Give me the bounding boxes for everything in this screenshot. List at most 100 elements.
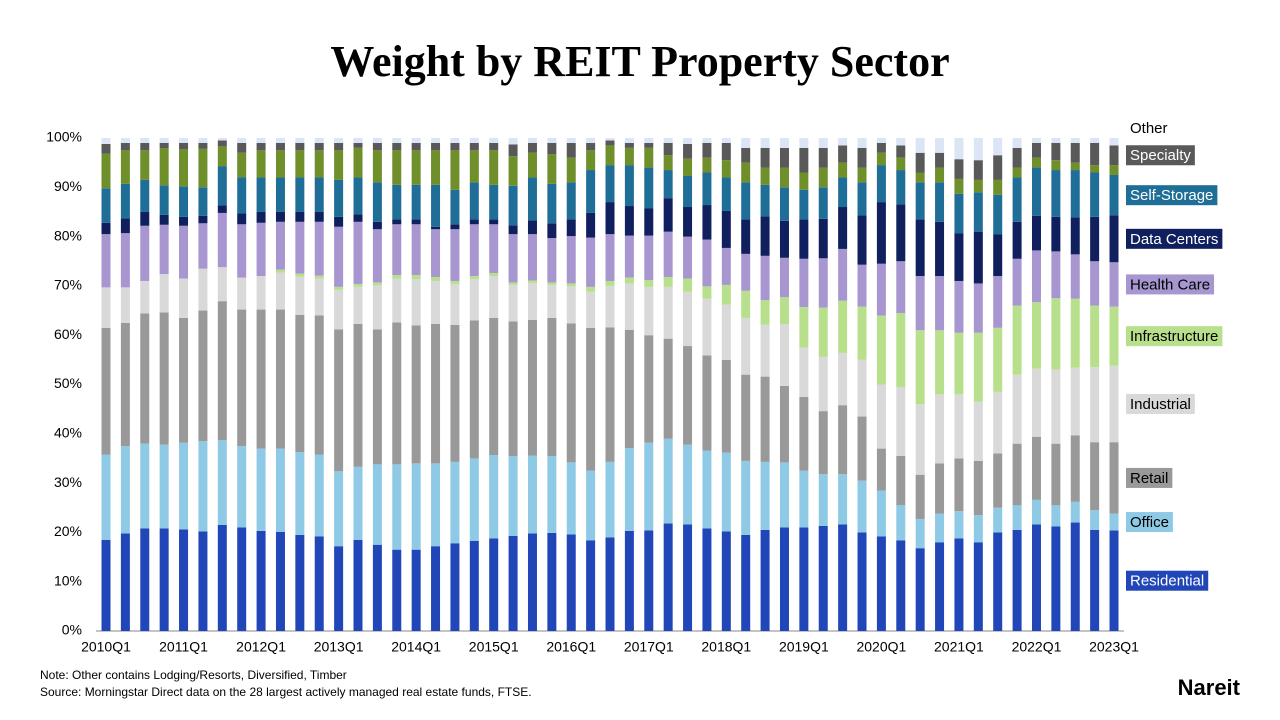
bar-segment bbox=[1051, 443, 1061, 506]
bar-segment bbox=[624, 277, 634, 284]
bar-segment bbox=[702, 298, 712, 356]
bar-segment bbox=[915, 138, 925, 153]
bar-segment bbox=[954, 233, 964, 281]
bar-segment bbox=[217, 205, 227, 213]
bar-segment bbox=[140, 443, 150, 529]
bar-segment bbox=[1109, 215, 1119, 263]
source: Source: Morningstar Direct data on the 2… bbox=[40, 685, 532, 699]
x-tick-label: 2017Q1 bbox=[624, 639, 674, 655]
bar-segment bbox=[683, 207, 693, 237]
bar-segment bbox=[159, 214, 169, 225]
bar-segment bbox=[334, 329, 344, 472]
bar-segment bbox=[683, 143, 693, 159]
bar-segment bbox=[527, 282, 537, 320]
bar-segment bbox=[120, 533, 130, 631]
bar-segment bbox=[469, 219, 479, 225]
bar-segment bbox=[334, 142, 344, 151]
bar-segment bbox=[1012, 221, 1022, 259]
bar-segment bbox=[527, 142, 537, 153]
bar-segment bbox=[993, 532, 1003, 631]
bar-segment bbox=[779, 257, 789, 298]
bar-segment bbox=[896, 145, 906, 158]
bar-segment bbox=[644, 235, 654, 280]
bar-segment bbox=[198, 441, 208, 532]
bar-segment bbox=[450, 280, 460, 284]
bar-segment bbox=[120, 150, 130, 184]
bar-segment bbox=[605, 537, 615, 631]
legend-swatch bbox=[1126, 185, 1218, 206]
bar-segment bbox=[586, 142, 596, 151]
bar-segment bbox=[644, 279, 654, 287]
bar-segment bbox=[392, 138, 402, 143]
bar-segment bbox=[702, 142, 712, 158]
bar-segment bbox=[721, 142, 731, 161]
bar-segment bbox=[431, 229, 441, 278]
legend-label: Data Centers bbox=[1130, 231, 1218, 248]
bar-segment bbox=[353, 286, 363, 324]
bar-segment bbox=[489, 150, 499, 185]
bar-segment bbox=[179, 216, 189, 226]
bar-segment bbox=[1109, 165, 1119, 175]
bar-segment bbox=[469, 138, 479, 143]
bar-segment bbox=[237, 213, 247, 225]
bar-segment bbox=[1012, 167, 1022, 178]
bar-segment bbox=[624, 235, 634, 278]
bar-segment bbox=[1090, 305, 1100, 368]
bar-segment bbox=[140, 211, 150, 226]
bar-segment bbox=[547, 142, 557, 155]
bar-segment bbox=[741, 147, 751, 163]
x-tick-label: 2021Q1 bbox=[934, 639, 984, 655]
bar-segment bbox=[450, 150, 460, 190]
bar-segment bbox=[779, 138, 789, 148]
bar-segment bbox=[605, 145, 615, 166]
bar-segment bbox=[392, 275, 402, 279]
bar-segment bbox=[644, 142, 654, 148]
bar-segment bbox=[140, 138, 150, 143]
bar-segment bbox=[741, 317, 751, 375]
bar-segment bbox=[876, 263, 886, 316]
bar-segment bbox=[1090, 367, 1100, 443]
bar-segment bbox=[624, 206, 634, 236]
bar-segment bbox=[411, 325, 421, 464]
bar-segment bbox=[896, 386, 906, 456]
bar-segment bbox=[450, 229, 460, 281]
legend-swatch bbox=[1126, 274, 1215, 295]
legend-label: Industrial bbox=[1130, 396, 1191, 413]
bar-segment bbox=[372, 329, 382, 465]
bar-segment bbox=[237, 177, 247, 214]
bar-segment bbox=[1109, 174, 1119, 216]
bar-segment bbox=[1109, 138, 1119, 146]
bar-segment bbox=[876, 384, 886, 449]
bar-segment bbox=[275, 138, 285, 143]
bar-segment bbox=[547, 154, 557, 184]
y-tick-label: 90% bbox=[54, 178, 82, 194]
bar-segment bbox=[372, 464, 382, 545]
bar-segment bbox=[779, 167, 789, 188]
bar-segment bbox=[915, 548, 925, 631]
bar-segment bbox=[954, 394, 964, 459]
bar-segment bbox=[527, 177, 537, 221]
bar-segment bbox=[644, 442, 654, 531]
bar-segment bbox=[799, 172, 809, 190]
bar-segment bbox=[741, 182, 751, 220]
bar-segment bbox=[217, 440, 227, 526]
bar-segment bbox=[683, 278, 693, 292]
bar-segment bbox=[1051, 138, 1061, 143]
bar-segment bbox=[353, 177, 363, 215]
bar-segment bbox=[857, 264, 867, 307]
bar-segment bbox=[1051, 251, 1061, 299]
bar-segment bbox=[411, 184, 421, 220]
bar-segment bbox=[372, 182, 382, 222]
bar-segment bbox=[159, 138, 169, 143]
bar-segment bbox=[760, 255, 770, 301]
bar-segment bbox=[179, 317, 189, 443]
bar-segment bbox=[973, 460, 983, 516]
bar-segment bbox=[120, 183, 130, 219]
bar-segment bbox=[935, 182, 945, 222]
bar-segment bbox=[663, 170, 673, 199]
bar-segment bbox=[237, 309, 247, 447]
x-tick-label: 2013Q1 bbox=[314, 639, 364, 655]
bar-segment bbox=[838, 352, 848, 406]
bar-segment bbox=[818, 411, 828, 475]
